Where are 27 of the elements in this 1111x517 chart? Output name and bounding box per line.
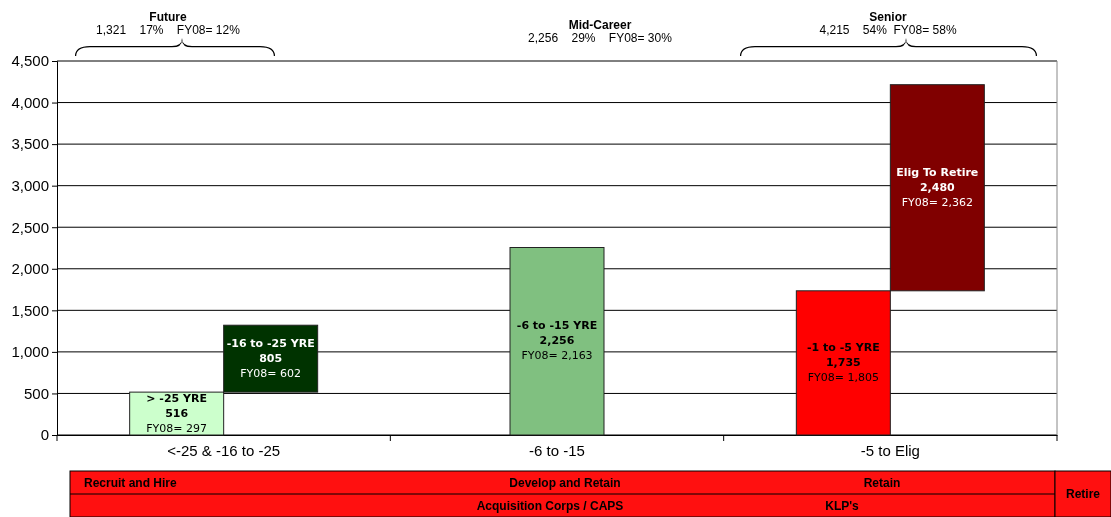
y-tick-label: 3,500 (11, 135, 49, 153)
text: Future 1,321 17% FY08= 12% (96, 10, 241, 37)
text: Recruit and Hire (84, 476, 178, 490)
y-tick-label: 1,500 (11, 301, 49, 319)
data-label: Elig To Retire 2,480 FY08= 2,362 (896, 165, 979, 209)
text: Develop and Retain (509, 476, 621, 490)
text: Mid-Career 2,256 29% FY08= 30% (528, 18, 673, 45)
text: Senior 4,215 54% FY08= 58% (819, 10, 957, 37)
text: KLP's (825, 499, 860, 513)
y-tick-label: 2,000 (11, 260, 49, 278)
x-tick-label: <-25 & -16 to -25 (167, 442, 281, 459)
y-tick-label: 3,000 (11, 176, 49, 194)
text: Retire (1065, 487, 1101, 501)
y-tick-label: 4,500 (11, 52, 49, 70)
text: Retain (863, 476, 901, 490)
y-tick-label: 1,000 (11, 343, 49, 361)
y-tick-label: 2,500 (11, 218, 49, 236)
x-tick-label: -5 to Elig (860, 442, 920, 459)
data-label: -1 to -5 YRE 1,735 FY08= 1,805 (806, 340, 880, 384)
x-tick-label: -6 to -15 (529, 442, 585, 459)
y-tick-label: 4,000 (11, 93, 49, 111)
y-tick-label: 0 (40, 426, 49, 444)
y-tick-label: 500 (23, 384, 49, 402)
text: Acquisition Corps / CAPS (476, 499, 624, 513)
data-label: -6 to -15 YRE 2,256 FY08= 2,163 (516, 319, 598, 363)
data-label: > -25 YRE 516 FY08= 297 (146, 391, 208, 435)
data-label: -16 to -25 YRE 805 FY08= 602 (226, 336, 315, 380)
